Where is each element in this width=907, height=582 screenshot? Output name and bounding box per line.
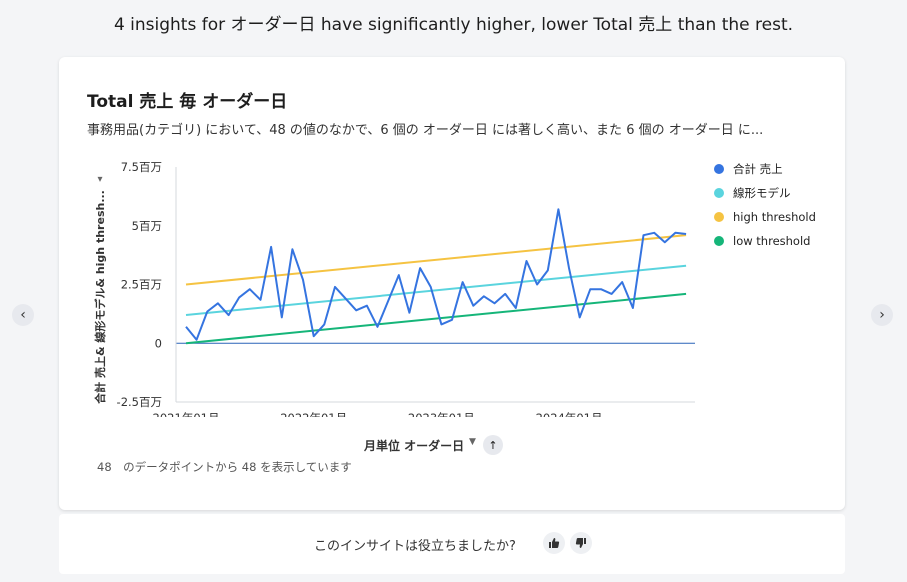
legend-label: 線形モデル: [733, 186, 791, 200]
feedback-bar: このインサイトは役立ちましたか?: [59, 514, 845, 574]
x-tick-label: 2023年01月: [408, 411, 475, 417]
card-title: Total 売上 毎 オーダー日: [87, 92, 288, 112]
y-axis-dropdown-caret[interactable]: ▾: [97, 174, 102, 185]
legend-dot: [714, 212, 724, 222]
insight-card: Total 売上 毎 オーダー日 事務用品(カテゴリ) において、48 の値のな…: [59, 57, 845, 510]
total-sales-line[interactable]: [185, 208, 687, 341]
legend-item-high-threshold[interactable]: high threshold: [714, 205, 816, 229]
data-point-count: 48 のデータポイントから 48 を表示しています: [97, 460, 352, 474]
thumbs-down-button[interactable]: [570, 532, 592, 554]
insights-headline: 4 insights for オーダー日 have significantly …: [113, 15, 794, 35]
sort-button[interactable]: ↑: [483, 435, 503, 455]
y-tick-label: 5百万: [132, 219, 162, 233]
y-axis-title: 合計 売上& 線形モデル& high thresh...: [93, 190, 107, 404]
x-tick-label: 2021年01月: [153, 411, 220, 417]
y-tick-label: 0: [155, 336, 162, 350]
legend-item-total[interactable]: 合計 売上: [714, 157, 816, 181]
legend-dot: [714, 164, 724, 174]
chevron-left-icon: ‹: [20, 307, 26, 323]
high-threshold-line: [185, 234, 687, 286]
feedback-question: このインサイトは役立ちましたか?: [314, 539, 516, 554]
chart-legend: 合計 売上 線形モデル high threshold low threshold: [714, 157, 816, 253]
legend-dot: [714, 236, 724, 246]
x-tick-label: 2024年01月: [536, 411, 603, 417]
linear-model-line: [185, 264, 687, 317]
x-axis-title: 月単位 オーダー日: [364, 439, 465, 453]
legend-label: 合計 売上: [733, 162, 783, 176]
next-insight-button[interactable]: ›: [871, 304, 893, 326]
thumbs-up-button[interactable]: [543, 532, 565, 554]
thumbs-down-icon: [575, 538, 586, 548]
y-tick-label: 7.5百万: [121, 160, 162, 174]
x-tick-label: 2022年01月: [280, 411, 347, 417]
low-threshold-line: [185, 292, 687, 345]
legend-label: high threshold: [733, 210, 816, 224]
line-chart: -2.5百万 0 2.5百万 5百万 7.5百万 2021年01月 2022年01月 202…: [93, 160, 695, 417]
arrow-up-icon: ↑: [488, 438, 498, 452]
legend-dot: [714, 188, 724, 198]
chevron-right-icon: ›: [879, 307, 885, 323]
x-axis-dropdown-icon[interactable]: ▼: [469, 437, 476, 447]
card-subtitle: 事務用品(カテゴリ) において、48 の値のなかで、6 個の オーダー日 には著…: [87, 123, 764, 138]
y-tick-label: -2.5百万: [117, 395, 162, 409]
legend-label: low threshold: [733, 234, 811, 248]
y-tick-label: 2.5百万: [121, 278, 162, 292]
legend-item-low-threshold[interactable]: low threshold: [714, 229, 816, 253]
previous-insight-button[interactable]: ‹: [12, 304, 34, 326]
thumbs-up-icon: [549, 538, 560, 548]
legend-item-model[interactable]: 線形モデル: [714, 181, 816, 205]
